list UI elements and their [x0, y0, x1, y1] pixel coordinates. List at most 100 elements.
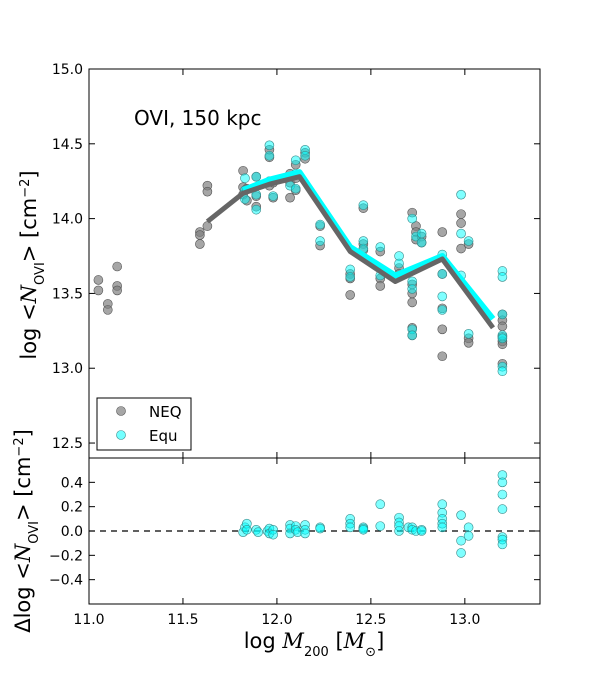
equ-point	[416, 237, 427, 248]
delta-point	[497, 539, 508, 550]
equ-point	[315, 219, 325, 230]
equ-point	[300, 150, 310, 161]
neq-trend-line	[205, 174, 496, 330]
top-y-tick-label: 14.0	[52, 212, 83, 228]
equ-point	[264, 140, 275, 151]
equ-point	[240, 173, 250, 184]
top-panel: 12.5 13.0 13.5 14.0 14.5 15.0 OVI, 150 kpc NE…	[52, 62, 541, 459]
legend-label-equ: Equ	[149, 427, 178, 445]
delta-point	[497, 477, 508, 488]
equ-point	[497, 309, 508, 320]
neq-point	[497, 321, 508, 332]
legend-marker-neq	[116, 406, 126, 416]
delta-point	[375, 521, 386, 531]
delta-point	[345, 522, 356, 533]
equ-point	[456, 228, 466, 239]
delta-point	[456, 535, 466, 546]
neq-point	[437, 227, 448, 237]
top-y-tick-label: 13.0	[52, 361, 83, 377]
top-y-tick-label: 15.0	[52, 62, 83, 78]
equ-point	[264, 150, 275, 161]
top-y-tick-label: 12.5	[52, 436, 83, 452]
delta-point	[456, 548, 466, 558]
equ-point	[463, 236, 474, 246]
neq-point	[195, 230, 205, 240]
equ-point	[394, 258, 404, 269]
equ-point	[375, 242, 386, 252]
neq-point	[202, 186, 213, 197]
bottom-y-tick-label: 0.2	[61, 500, 83, 516]
delta-point	[358, 524, 369, 535]
delta-point	[300, 528, 310, 539]
equ-point	[437, 269, 448, 279]
top-y-tick-label: 13.5	[52, 286, 83, 302]
x-tick-label: 11.5	[167, 612, 198, 628]
delta-point	[437, 522, 448, 533]
legend: NEQ Equ	[96, 397, 192, 451]
delta-point	[394, 526, 404, 536]
neq-point	[463, 337, 474, 348]
delta-point	[437, 499, 448, 510]
x-tick-label: 11.0	[73, 612, 104, 628]
equ-point	[268, 191, 278, 201]
equ-point	[290, 155, 301, 166]
equ-point	[251, 171, 262, 182]
neq-point	[345, 290, 356, 300]
delta-point	[375, 499, 386, 510]
bottom-y-tick-label: −0.2	[49, 548, 83, 564]
neq-point	[195, 239, 205, 249]
neq-point	[456, 209, 466, 219]
bottom-panel-points	[238, 470, 508, 558]
equ-point	[251, 204, 262, 215]
bottom-y-tick-label: −0.4	[49, 573, 83, 589]
neq-point	[112, 285, 122, 296]
equ-point	[497, 333, 508, 344]
delta-point	[497, 504, 508, 514]
equ-point	[315, 236, 325, 246]
equ-trend-line	[241, 169, 496, 321]
x-tick-label: 13.0	[449, 612, 480, 628]
delta-point	[463, 531, 474, 541]
equ-point	[456, 189, 466, 200]
delta-point	[497, 489, 508, 500]
equ-point	[437, 305, 448, 315]
delta-point	[253, 527, 263, 538]
top-panel-trend-lines	[205, 169, 496, 330]
equ-point	[290, 183, 301, 194]
neq-point	[437, 351, 448, 362]
neq-point	[285, 192, 295, 203]
neq-point	[112, 261, 122, 272]
legend-marker-equ	[116, 430, 126, 440]
equ-point	[497, 272, 508, 282]
neq-point	[407, 297, 418, 308]
delta-point	[463, 522, 474, 533]
neq-point	[456, 218, 466, 228]
bottom-panel-ticks: 11.0 11.5 12.0 12.5 13.0 0.4 0.2 0.0 −0.2 −0.4	[49, 458, 540, 628]
neq-point	[202, 221, 213, 231]
neq-point	[93, 285, 104, 296]
delta-point	[268, 529, 278, 540]
top-panel-points	[93, 140, 508, 377]
equ-point	[345, 272, 356, 282]
neq-point	[456, 243, 466, 254]
delta-point	[416, 526, 427, 536]
x-tick-label: 12.5	[355, 612, 386, 628]
neq-point	[375, 281, 386, 291]
x-tick-label: 12.0	[261, 612, 292, 628]
neq-point	[437, 324, 448, 335]
equ-point	[407, 330, 418, 341]
equ-point	[407, 284, 418, 294]
neq-point	[93, 275, 104, 285]
top-panel-ticks: 12.5 13.0 13.5 14.0 14.5 15.0	[52, 62, 540, 458]
legend-box	[96, 397, 192, 451]
equ-point	[497, 366, 508, 377]
bottom-panel: 11.0 11.5 12.0 12.5 13.0 0.4 0.2 0.0 −0.2 −0.4	[49, 457, 541, 628]
equ-point	[463, 329, 474, 339]
equ-point	[437, 291, 448, 302]
equ-point	[407, 213, 418, 224]
delta-point	[315, 523, 325, 534]
equ-point	[416, 228, 427, 239]
delta-point	[456, 510, 466, 520]
